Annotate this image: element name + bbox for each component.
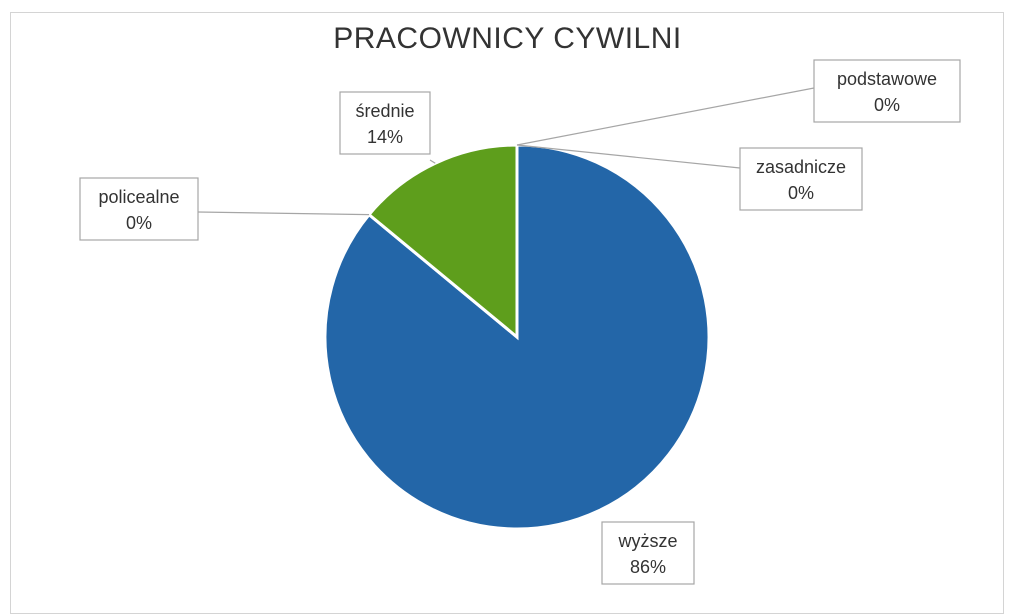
pie-chart: wyższe 86% policealne 0% średnie 14% podstawow… [79,59,961,585]
leader-line-średnie [429,159,436,164]
leader-line-zasadnicze [516,144,741,169]
data-label-percent: 86% [630,557,666,577]
pie-slice-średnie [366,143,519,341]
data-label-box-wyższe [601,521,695,585]
data-label-percent: 14% [367,127,403,147]
data-label-category: średnie [355,101,414,121]
data-label-box-zasadnicze [739,147,863,211]
data-label-box-policealne [79,177,199,241]
chart-title: PRACOWNICY CYWILNI [333,22,682,55]
data-label-category: wyższe [617,531,677,551]
leader-line-podstawowe [516,87,815,146]
data-label-box-średnie [339,91,431,155]
leader-line-policealne [197,211,370,216]
data-label-box-podstawowe [813,59,961,123]
data-label-percent: 0% [126,213,152,233]
data-label-category: zasadnicze [756,157,846,177]
data-label-category: policealne [98,187,179,207]
data-label-percent: 0% [788,183,814,203]
data-label-category: podstawowe [837,69,937,89]
data-label-percent: 0% [874,95,900,115]
